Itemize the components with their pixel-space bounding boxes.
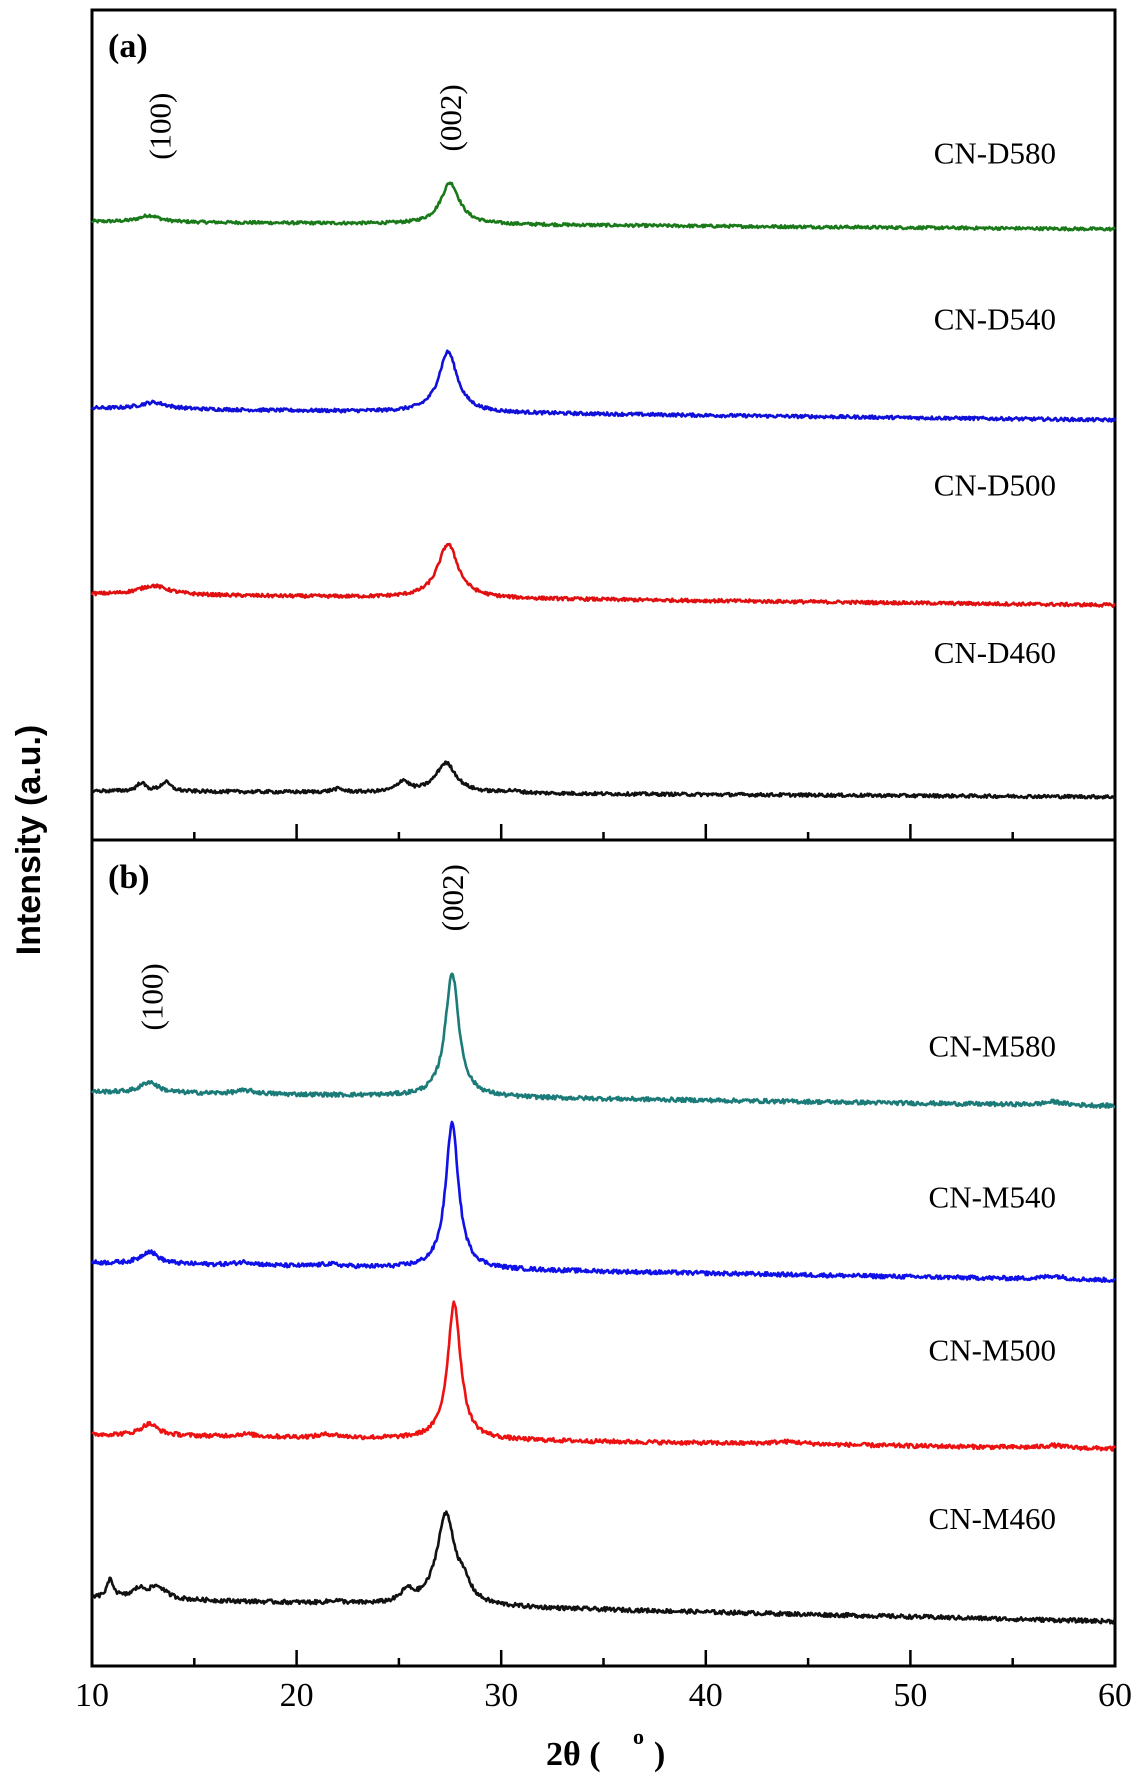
x-axis-label: 2θ ( o ) [546,1724,665,1773]
trace-cn-d580 [91,181,1116,232]
panel-a-ticks [193,824,1014,840]
x-tick-label: 10 [75,1677,109,1714]
panel-b-ticks [193,1650,1014,1666]
series-label-cn-d460: CN-D460 [934,635,1056,670]
trace-cn-d460 [90,760,1117,800]
trace-cn-m580 [90,972,1116,1109]
trace-cn-m460 [90,1510,1116,1625]
x-tick-label: 20 [280,1677,314,1714]
trace-cn-d500 [90,542,1116,608]
traces [90,181,1117,1625]
hkl-annotation: (100) [143,93,178,160]
hkl-annotation: (100) [134,963,169,1030]
panel-a-label: (a) [108,28,148,65]
series-label-cn-m540: CN-M540 [929,1180,1056,1215]
series-label-cn-m580: CN-M580 [929,1028,1056,1063]
series-label-cn-d540: CN-D540 [934,302,1056,337]
y-axis-label: Intensity (a.u.) [10,725,48,955]
trace-cn-d540 [90,349,1117,423]
x-tick-labels: 10 20 30 40 50 60 [75,1677,1132,1714]
x-axis-label-close: ) [654,1736,665,1773]
hkl-annotation: (002) [433,84,468,151]
series-label-cn-d580: CN-D580 [934,136,1056,171]
x-axis-label-main: 2θ ( [546,1736,601,1773]
series-label-cn-m460: CN-M460 [929,1501,1056,1536]
panel-b-label: (b) [108,859,150,896]
x-tick-label: 60 [1098,1677,1132,1714]
series-labels: CN-D580 CN-D540 CN-D500 CN-D460 CN-M580 CN-M5… [929,136,1056,1536]
panel-a-frame [90,8,1117,842]
x-axis-label-degree: o [633,1724,644,1749]
trace-cn-m500 [91,1300,1117,1452]
x-tick-label: 50 [893,1677,927,1714]
series-label-cn-d500: CN-D500 [934,468,1056,503]
x-tick-label: 30 [484,1677,518,1714]
hkl-annotations: (100) (002) (100) (002) [134,84,470,1030]
trace-cn-m540 [90,1120,1116,1283]
x-tick-label: 40 [689,1677,723,1714]
hkl-annotation: (002) [435,864,470,931]
series-label-cn-m500: CN-M500 [929,1332,1056,1367]
panel-b-frame [90,838,1117,1668]
